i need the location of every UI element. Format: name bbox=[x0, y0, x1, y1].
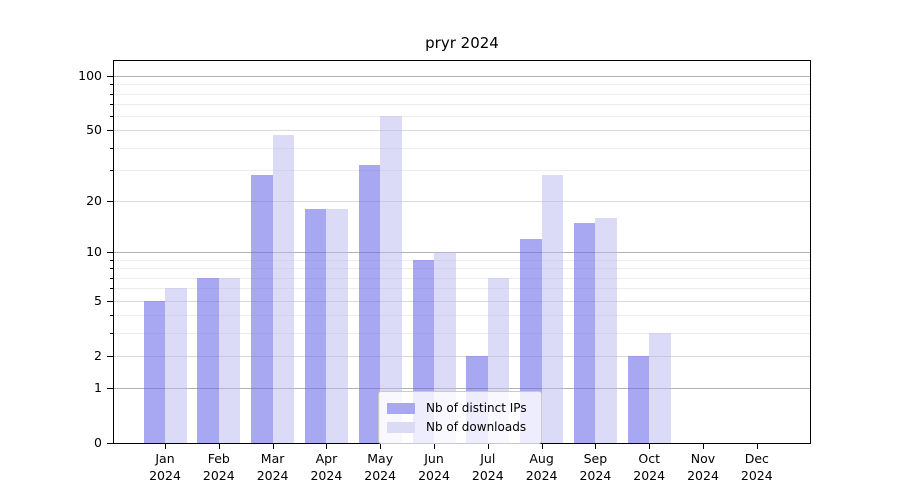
y-gridline-9 bbox=[114, 259, 810, 261]
bar-downloads-oct bbox=[649, 332, 671, 443]
y-gridline-40 bbox=[114, 147, 810, 149]
x-tick-oct bbox=[649, 444, 651, 449]
y-gridline-3 bbox=[114, 332, 810, 334]
legend-swatch-downloads bbox=[387, 421, 415, 433]
bar-downloads-sep bbox=[595, 217, 617, 443]
bar-downloads-may bbox=[380, 116, 402, 443]
y-minortick-40 bbox=[110, 147, 113, 149]
bar-distinct-ips-may bbox=[358, 165, 381, 443]
y-gridline-6 bbox=[114, 288, 810, 290]
bar-downloads-mar bbox=[272, 135, 295, 443]
y-tick-100 bbox=[107, 76, 113, 77]
y-gridline-60 bbox=[114, 116, 810, 118]
y-gridline-70 bbox=[114, 104, 810, 105]
bar-downloads-feb bbox=[218, 277, 241, 443]
y-gridline-50 bbox=[114, 130, 810, 132]
x-tick-label-jul: Jul 2024 bbox=[471, 451, 504, 483]
y-tick-2 bbox=[107, 355, 113, 357]
y-minortick-90 bbox=[110, 84, 113, 86]
y-tick-label-1: 1 bbox=[94, 379, 102, 395]
y-gridline-1 bbox=[114, 387, 810, 389]
plot-area bbox=[113, 60, 811, 444]
y-minortick-30 bbox=[110, 169, 113, 171]
x-tick-feb bbox=[218, 444, 220, 449]
bar-distinct-ips-feb bbox=[197, 277, 219, 443]
y-minortick-3 bbox=[110, 332, 113, 334]
y-tick-10 bbox=[107, 252, 113, 254]
x-tick-label-oct: Oct 2024 bbox=[633, 451, 666, 483]
x-tick-label-nov: Nov 2024 bbox=[687, 451, 719, 483]
legend-swatch-distinct-ips bbox=[387, 402, 415, 414]
x-tick-label-apr: Apr 2024 bbox=[310, 451, 343, 483]
x-tick-label-feb: Feb 2024 bbox=[202, 451, 235, 483]
y-gridline-80 bbox=[114, 93, 810, 95]
x-tick-label-sep: Sep 2024 bbox=[579, 451, 612, 483]
x-tick-label-may: May 2024 bbox=[364, 451, 397, 483]
legend-label-distinct-ips: Nb of distinct IPs bbox=[426, 401, 527, 415]
y-gridline-2 bbox=[114, 355, 810, 357]
y-tick-label-2: 2 bbox=[94, 347, 102, 363]
legend-item-distinct-ips: Nb of distinct IPs bbox=[387, 399, 533, 417]
x-tick-label-mar: Mar 2024 bbox=[256, 451, 289, 483]
x-tick-label-jan: Jan 2024 bbox=[149, 451, 181, 483]
bar-distinct-ips-oct bbox=[627, 355, 650, 443]
x-tick-may bbox=[380, 444, 382, 449]
y-tick-label-5: 5 bbox=[94, 292, 102, 308]
x-tick-label-dec: Dec 2024 bbox=[740, 451, 773, 483]
x-tick-apr bbox=[326, 444, 328, 449]
y-minortick-4 bbox=[110, 315, 113, 316]
y-tick-label-50: 50 bbox=[86, 122, 102, 138]
legend-item-downloads: Nb of downloads bbox=[387, 418, 533, 436]
bar-distinct-ips-mar bbox=[251, 175, 273, 443]
x-tick-sep bbox=[595, 444, 597, 449]
x-tick-aug bbox=[541, 444, 543, 449]
bar-distinct-ips-sep bbox=[573, 222, 596, 443]
y-gridline-30 bbox=[114, 169, 810, 171]
y-minortick-80 bbox=[110, 93, 113, 95]
y-tick-label-100: 100 bbox=[78, 68, 102, 83]
bar-downloads-jan bbox=[165, 288, 187, 443]
x-tick-jul bbox=[487, 444, 489, 449]
chart-title: pryr 2024 bbox=[425, 34, 499, 52]
legend-label-downloads: Nb of downloads bbox=[426, 420, 527, 434]
y-minortick-9 bbox=[110, 259, 113, 261]
y-tick-0 bbox=[107, 443, 113, 444]
y-tick-1 bbox=[107, 387, 113, 389]
x-tick-dec bbox=[756, 444, 758, 449]
bar-downloads-apr bbox=[326, 208, 348, 443]
y-tick-5 bbox=[107, 300, 113, 302]
y-gridline-10 bbox=[114, 252, 810, 254]
y-gridline-7 bbox=[114, 277, 810, 279]
x-tick-jun bbox=[434, 444, 435, 449]
y-tick-label-10: 10 bbox=[86, 244, 102, 260]
y-gridline-100 bbox=[114, 76, 810, 77]
x-tick-nov bbox=[703, 444, 704, 449]
x-tick-label-jun: Jun 2024 bbox=[418, 451, 450, 483]
y-minortick-60 bbox=[110, 116, 113, 118]
y-gridline-4 bbox=[114, 315, 810, 316]
bar-distinct-ips-jan bbox=[143, 300, 165, 443]
bar-downloads-aug bbox=[541, 175, 564, 443]
y-gridline-20 bbox=[114, 200, 810, 202]
y-tick-50 bbox=[107, 130, 113, 132]
x-tick-jan bbox=[165, 444, 166, 449]
y-minortick-6 bbox=[110, 288, 113, 290]
y-gridline-8 bbox=[114, 268, 810, 270]
y-minortick-8 bbox=[110, 268, 113, 270]
y-gridline-5 bbox=[114, 300, 810, 302]
y-gridline-90 bbox=[114, 84, 810, 86]
y-minortick-70 bbox=[110, 104, 113, 105]
x-tick-label-aug: Aug 2024 bbox=[525, 451, 558, 483]
y-tick-label-0: 0 bbox=[94, 435, 102, 450]
y-minortick-7 bbox=[110, 277, 113, 279]
bar-distinct-ips-apr bbox=[304, 208, 327, 443]
legend: Nb of distinct IPs Nb of downloads bbox=[378, 391, 542, 444]
x-tick-mar bbox=[272, 444, 274, 449]
y-tick-20 bbox=[107, 200, 113, 202]
y-tick-label-20: 20 bbox=[86, 192, 102, 208]
